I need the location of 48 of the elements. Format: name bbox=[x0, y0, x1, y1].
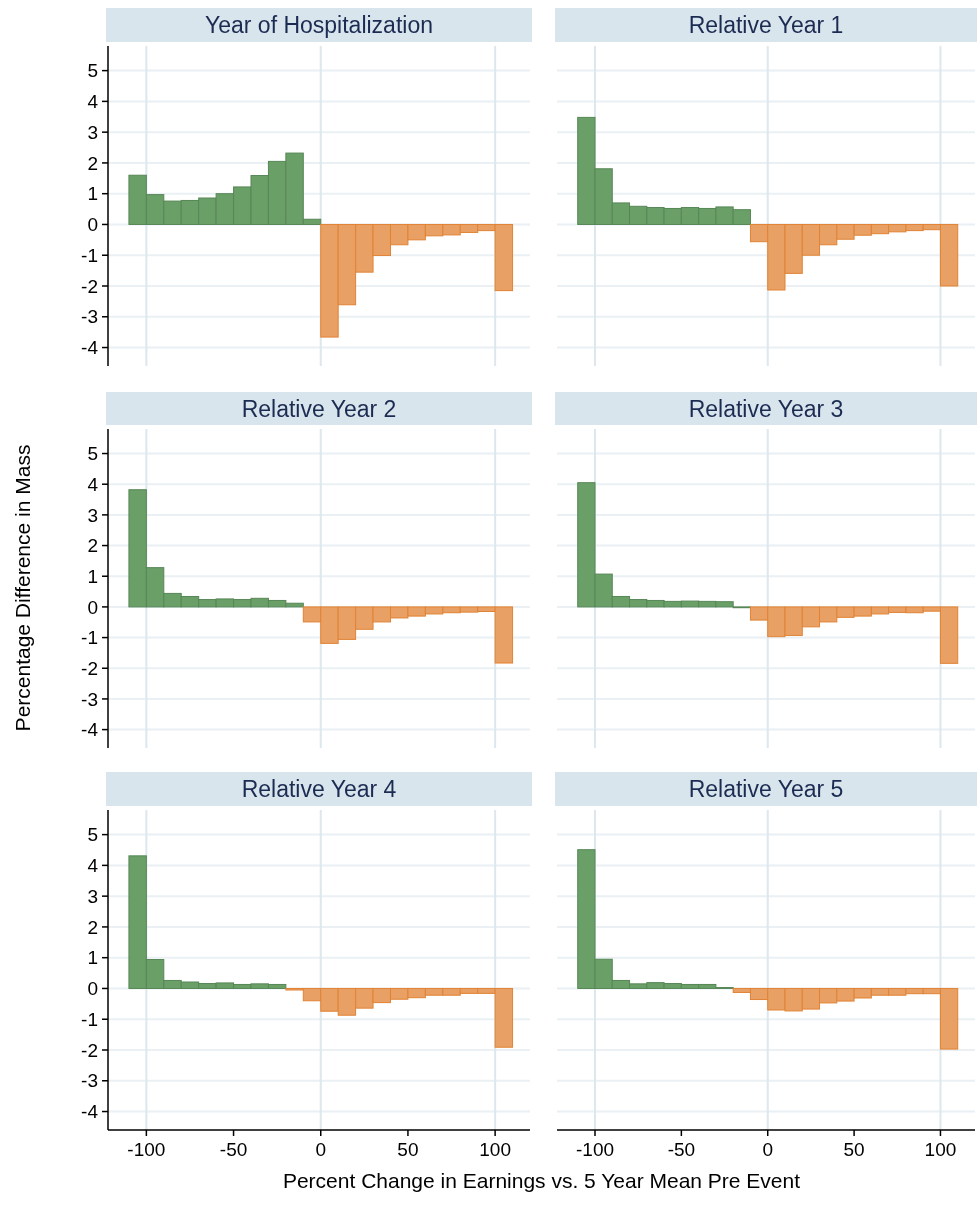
x-axis-title: Percent Change in Earnings vs. 5 Year Mean Pre Event bbox=[282, 1169, 801, 1192]
x-tick-label: -100 bbox=[575, 1139, 615, 1160]
chart-title: Year of Hospitalization bbox=[204, 12, 434, 38]
chart-title: Relative Year 1 bbox=[688, 12, 844, 38]
y-tick-label: 5 bbox=[87, 60, 98, 82]
y-tick-label: 4 bbox=[87, 91, 99, 113]
y-tick-label: 0 bbox=[87, 978, 98, 1000]
y-tick-label: -4 bbox=[81, 1101, 99, 1123]
y-tick-label: -2 bbox=[81, 657, 98, 679]
y-tick-label: 2 bbox=[87, 152, 98, 174]
y-tick-label: -4 bbox=[81, 337, 99, 359]
y-tick-label: 4 bbox=[87, 855, 99, 877]
x-tick-label: 0 bbox=[315, 1139, 327, 1160]
x-tick-label: -50 bbox=[219, 1139, 248, 1160]
y-tick-label: -3 bbox=[81, 688, 98, 710]
x-tick-label: -100 bbox=[127, 1139, 166, 1160]
y-tick-label: 5 bbox=[87, 443, 98, 465]
y-tick-label: -1 bbox=[81, 1008, 98, 1030]
x-tick-label: 100 bbox=[479, 1139, 511, 1160]
y-tick-label: 4 bbox=[87, 473, 99, 495]
y-tick-label: -4 bbox=[81, 719, 99, 741]
y-tick-label: -3 bbox=[81, 1070, 98, 1092]
x-tick-label: 0 bbox=[762, 1139, 774, 1160]
y-tick-label: 0 bbox=[87, 596, 98, 618]
chart-title: Relative Year 3 bbox=[688, 395, 844, 422]
y-axis-title: Percentage Difference in Mass bbox=[11, 444, 34, 732]
y-tick-label: -1 bbox=[81, 627, 98, 649]
y-tick-label: 3 bbox=[87, 885, 98, 907]
y-tick-label: 3 bbox=[87, 504, 98, 526]
y-tick-label: -2 bbox=[81, 1039, 98, 1061]
x-tick-label: 50 bbox=[397, 1139, 419, 1160]
x-tick-label: 50 bbox=[843, 1139, 865, 1160]
y-tick-label: 2 bbox=[87, 535, 98, 557]
y-tick-label: 1 bbox=[87, 183, 98, 205]
chart-title: Relative Year 5 bbox=[688, 776, 844, 802]
y-tick-label: 1 bbox=[87, 565, 98, 587]
chart-title: Relative Year 4 bbox=[241, 776, 397, 802]
y-tick-label: -3 bbox=[81, 306, 98, 328]
y-tick-label: 2 bbox=[87, 916, 98, 938]
y-tick-label: 0 bbox=[87, 214, 98, 236]
x-tick-label: 100 bbox=[924, 1139, 957, 1160]
y-tick-label: 3 bbox=[87, 121, 98, 143]
y-tick-label: -1 bbox=[81, 244, 98, 266]
y-tick-label: 1 bbox=[87, 947, 98, 969]
y-tick-label: 5 bbox=[87, 824, 98, 846]
x-tick-label: -50 bbox=[667, 1139, 696, 1160]
chart-title: Relative Year 2 bbox=[241, 395, 397, 422]
y-tick-label: -2 bbox=[81, 275, 98, 297]
